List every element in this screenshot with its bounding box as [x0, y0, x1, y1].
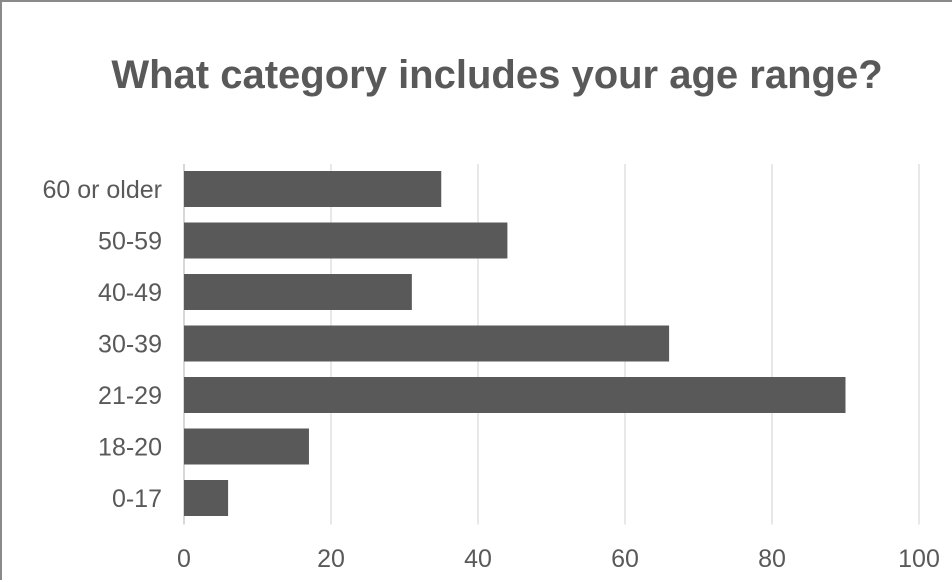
- category-labels: 60 or older 50-59 40-49 30-39 21-29 18-20 0-17: [42, 176, 162, 513]
- bar: [184, 480, 229, 516]
- bar: [184, 377, 846, 413]
- bar: [184, 325, 670, 362]
- category-label: 18-20: [98, 434, 162, 462]
- bar: [184, 274, 412, 310]
- bars: [184, 171, 846, 516]
- category-label: 0-17: [112, 485, 162, 513]
- x-tick-label: 20: [317, 545, 345, 573]
- category-label: 21-29: [98, 382, 162, 410]
- chart-title: What category includes your age range?: [111, 53, 883, 97]
- bar: [184, 222, 508, 259]
- bar: [184, 171, 442, 207]
- x-tick-label: 40: [464, 545, 492, 573]
- x-tick-label: 0: [177, 545, 191, 573]
- category-label: 30-39: [98, 331, 162, 359]
- x-tick-label: 100: [898, 545, 940, 573]
- x-tick-labels: 0 20 40 60 80 100: [177, 545, 940, 573]
- bar: [184, 428, 309, 465]
- category-label: 50-59: [98, 228, 162, 256]
- category-label: 60 or older: [42, 176, 162, 204]
- category-label: 40-49: [98, 279, 162, 307]
- x-tick-label: 60: [611, 545, 639, 573]
- x-tick-label: 80: [758, 545, 786, 573]
